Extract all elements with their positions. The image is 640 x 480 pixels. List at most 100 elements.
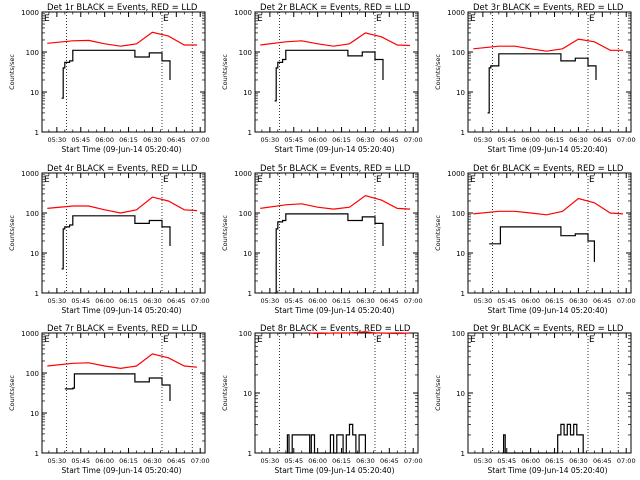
y-axis-label: Counts/sec bbox=[8, 215, 16, 251]
x-tick-label: 05:45 bbox=[284, 457, 303, 465]
y-axis-label: Counts/sec bbox=[434, 215, 442, 251]
y-tick-label: 100 bbox=[452, 330, 465, 338]
panel-title: Det 8r BLACK = Events, RED = LLD bbox=[260, 324, 411, 334]
x-tick-label: 06:45 bbox=[593, 457, 612, 465]
x-axis-label: Start Time (09-Jun-14 05:20:40) bbox=[62, 145, 182, 154]
x-tick-label: 06:45 bbox=[593, 297, 612, 305]
detector-panel: Det 6r BLACK = Events, RED = LLD Counts/s… bbox=[434, 164, 636, 315]
x-tick-label: 06:15 bbox=[332, 457, 351, 465]
lld-series-line bbox=[309, 331, 411, 335]
y-axis-label: Counts/sec bbox=[8, 375, 16, 411]
x-tick-label: 06:45 bbox=[380, 136, 399, 144]
panel-title: Det 3r BLACK = Events, RED = LLD bbox=[473, 3, 624, 13]
y-tick-label: 1 bbox=[461, 290, 465, 298]
panel-title: Det 7r BLACK = Events, RED = LLD bbox=[47, 324, 198, 334]
x-tick-label: 06:30 bbox=[143, 297, 162, 305]
plot-frame bbox=[467, 172, 632, 294]
panel-title: Det 5r BLACK = Events, RED = LLD bbox=[260, 164, 411, 174]
lld-series-line bbox=[473, 197, 624, 216]
event-marker-label: E bbox=[257, 175, 263, 185]
x-axis-label: Start Time (09-Jun-14 05:20:40) bbox=[275, 306, 395, 315]
x-tick-label: 06:15 bbox=[332, 297, 351, 305]
y-tick-label: 1 bbox=[35, 450, 39, 458]
detector-panel: Det 4r BLACK = Events, RED = LLD Counts/s… bbox=[8, 164, 210, 315]
y-axis-label: Counts/sec bbox=[434, 54, 442, 90]
x-tick-label: 05:30 bbox=[260, 136, 279, 144]
y-tick-label: 1 bbox=[461, 450, 465, 458]
y-tick-label: 1000 bbox=[21, 330, 39, 338]
plot-frame bbox=[41, 172, 206, 294]
panel-title: Det 6r BLACK = Events, RED = LLD bbox=[473, 164, 624, 174]
panel-title: Det 9r BLACK = Events, RED = LLD bbox=[473, 324, 624, 334]
detector-panel: Det 3r BLACK = Events, RED = LLD Counts/s… bbox=[434, 3, 636, 154]
x-tick-label: 05:45 bbox=[497, 297, 516, 305]
x-tick-label: 06:30 bbox=[143, 457, 162, 465]
x-tick-label: 05:45 bbox=[71, 136, 90, 144]
x-tick-label: 06:15 bbox=[545, 457, 564, 465]
event-marker-label: E bbox=[163, 14, 169, 24]
x-tick-label: 06:00 bbox=[521, 297, 540, 305]
plot-frame bbox=[41, 332, 206, 454]
y-tick-label: 1000 bbox=[447, 170, 465, 178]
events-series-line bbox=[502, 423, 584, 454]
x-tick-label: 06:00 bbox=[95, 136, 114, 144]
events-series-line bbox=[61, 49, 171, 99]
events-series-line bbox=[274, 49, 384, 102]
y-tick-label: 1000 bbox=[21, 170, 39, 178]
x-tick-label: 05:45 bbox=[71, 297, 90, 305]
y-tick-label: 1000 bbox=[234, 170, 252, 178]
x-tick-label: 05:30 bbox=[47, 457, 66, 465]
x-tick-label: 05:30 bbox=[473, 457, 492, 465]
y-axis-label: Counts/sec bbox=[221, 375, 229, 411]
event-marker-label: E bbox=[44, 175, 50, 185]
x-tick-label: 06:00 bbox=[95, 457, 114, 465]
x-tick-label: 06:30 bbox=[356, 457, 375, 465]
x-tick-label: 06:15 bbox=[119, 297, 138, 305]
x-tick-label: 06:30 bbox=[569, 136, 588, 144]
x-axis-label: Start Time (09-Jun-14 05:20:40) bbox=[62, 466, 182, 475]
events-series-line bbox=[64, 373, 171, 401]
y-tick-label: 100 bbox=[239, 330, 252, 338]
x-tick-label: 06:15 bbox=[332, 136, 351, 144]
x-tick-label: 07:00 bbox=[404, 136, 423, 144]
event-marker-label: E bbox=[470, 175, 476, 185]
x-tick-label: 06:00 bbox=[308, 457, 327, 465]
y-tick-label: 10 bbox=[30, 89, 39, 97]
plot-frame bbox=[41, 11, 206, 133]
x-tick-label: 05:30 bbox=[47, 136, 66, 144]
x-tick-label: 06:00 bbox=[308, 297, 327, 305]
x-tick-label: 06:30 bbox=[143, 136, 162, 144]
events-series-line bbox=[285, 423, 366, 454]
detector-panel: Det 8r BLACK = Events, RED = LLD Counts/s… bbox=[221, 324, 423, 475]
y-tick-label: 1 bbox=[248, 129, 252, 137]
lld-series-line bbox=[47, 353, 198, 370]
y-tick-label: 1 bbox=[35, 290, 39, 298]
y-axis-label: Counts/sec bbox=[221, 215, 229, 251]
x-tick-label: 05:30 bbox=[473, 136, 492, 144]
x-tick-label: 06:00 bbox=[521, 136, 540, 144]
plot-frame bbox=[254, 11, 419, 133]
y-tick-label: 100 bbox=[26, 370, 39, 378]
lld-series-line bbox=[473, 38, 623, 52]
event-marker-label: E bbox=[257, 14, 263, 24]
y-tick-label: 1000 bbox=[447, 9, 465, 17]
y-tick-label: 10 bbox=[30, 410, 39, 418]
panel-title: Det 4r BLACK = Events, RED = LLD bbox=[47, 164, 198, 174]
event-marker-label: E bbox=[376, 175, 382, 185]
event-marker-label: E bbox=[589, 335, 595, 345]
event-marker-label: E bbox=[470, 14, 476, 24]
event-marker-label: E bbox=[470, 335, 476, 345]
y-tick-label: 1 bbox=[248, 450, 252, 458]
x-axis-label: Start Time (09-Jun-14 05:20:40) bbox=[275, 466, 395, 475]
x-axis-label: Start Time (09-Jun-14 05:20:40) bbox=[62, 306, 182, 315]
x-tick-label: 06:15 bbox=[545, 297, 564, 305]
events-series-line bbox=[274, 213, 384, 294]
y-tick-label: 1000 bbox=[234, 9, 252, 17]
y-tick-label: 10 bbox=[456, 390, 465, 398]
x-tick-label: 07:00 bbox=[617, 136, 636, 144]
x-tick-label: 06:15 bbox=[119, 457, 138, 465]
x-tick-label: 06:00 bbox=[521, 457, 540, 465]
y-axis-label: Counts/sec bbox=[221, 54, 229, 90]
event-marker-label: E bbox=[589, 14, 595, 24]
